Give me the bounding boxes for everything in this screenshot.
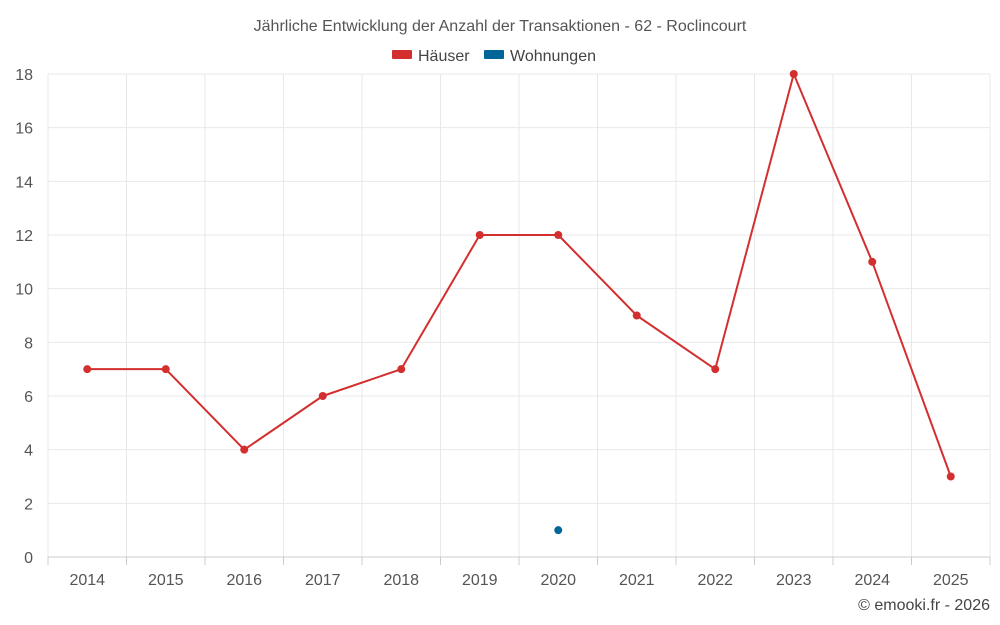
data-point[interactable] bbox=[318, 392, 327, 400]
data-point[interactable] bbox=[161, 365, 170, 374]
y-tick-label: 12 bbox=[15, 228, 33, 245]
legend-swatch-wohnungen bbox=[484, 50, 504, 59]
x-tick-label: 2025 bbox=[933, 572, 969, 589]
chart-title: Jährliche Entwicklung der Anzahl der Tra… bbox=[254, 18, 747, 35]
data-point[interactable] bbox=[711, 365, 720, 374]
y-tick-label: 18 bbox=[15, 67, 33, 84]
x-tick-label: 2024 bbox=[854, 572, 890, 589]
series-0 bbox=[83, 70, 955, 481]
x-tick-label: 2014 bbox=[69, 572, 105, 589]
y-tick-label: 8 bbox=[24, 335, 33, 352]
y-tick-label: 6 bbox=[24, 389, 33, 406]
x-tick-label: 2018 bbox=[383, 572, 419, 589]
legend-item-wohnungen[interactable]: Wohnungen bbox=[484, 48, 596, 65]
y-tick-label: 16 bbox=[15, 121, 33, 138]
data-point[interactable] bbox=[789, 70, 798, 78]
y-tick-label: 10 bbox=[15, 282, 33, 299]
x-tick-label: 2017 bbox=[305, 572, 341, 589]
data-point[interactable] bbox=[632, 311, 641, 320]
series-line bbox=[87, 73, 952, 477]
series bbox=[83, 70, 955, 535]
axes: 0 2 4 6 8 10 12 14 16 18 2014 2015 2016 2017 2018 2019 2… bbox=[15, 67, 991, 589]
legend: Häuser Wohnungen bbox=[392, 48, 596, 65]
data-point[interactable] bbox=[240, 445, 249, 454]
x-tick-label: 2022 bbox=[697, 572, 733, 589]
y-tick-label: 2 bbox=[24, 496, 33, 513]
data-point[interactable] bbox=[554, 231, 563, 239]
grid bbox=[47, 73, 991, 557]
x-tick-label: 2019 bbox=[462, 572, 498, 589]
data-point[interactable] bbox=[475, 231, 484, 239]
data-point[interactable] bbox=[397, 365, 406, 374]
legend-label-haeuser: Häuser bbox=[418, 48, 470, 65]
data-point[interactable] bbox=[554, 526, 563, 535]
legend-swatch-haeuser bbox=[392, 50, 412, 59]
data-point[interactable] bbox=[868, 257, 877, 266]
x-tick-label: 2015 bbox=[148, 572, 184, 589]
y-tick-label: 4 bbox=[24, 443, 33, 460]
legend-item-haeuser[interactable]: Häuser bbox=[392, 48, 470, 65]
y-tick-label: 14 bbox=[15, 174, 33, 191]
data-point[interactable] bbox=[946, 472, 955, 481]
x-tick-label: 2020 bbox=[540, 572, 576, 589]
legend-label-wohnungen: Wohnungen bbox=[510, 48, 596, 65]
data-point[interactable] bbox=[83, 365, 92, 374]
x-tick-label: 2016 bbox=[226, 572, 262, 589]
series-1 bbox=[554, 526, 563, 535]
y-tick-label: 0 bbox=[24, 550, 33, 567]
credit-text: © emooki.fr - 2026 bbox=[858, 597, 990, 614]
x-tick-label: 2021 bbox=[619, 572, 655, 589]
x-tick-label: 2023 bbox=[776, 572, 812, 589]
